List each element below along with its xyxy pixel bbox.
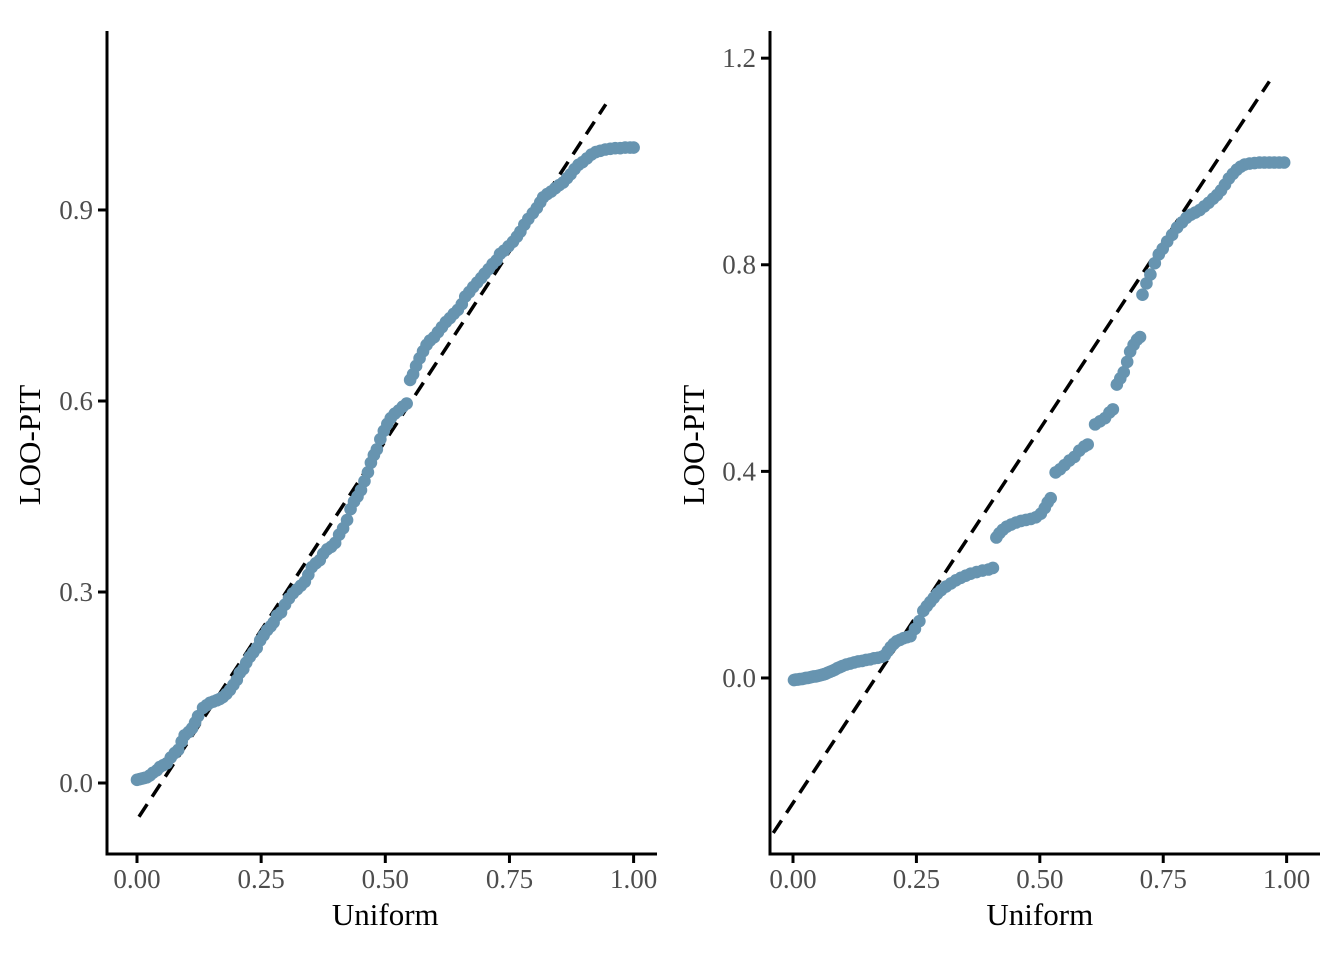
- right-x-axis-title: Uniform: [986, 897, 1093, 932]
- right-data-point: [1120, 355, 1134, 369]
- left-scatter-points: [130, 141, 640, 787]
- right-data-point: [1136, 288, 1149, 302]
- right-x-tick-label: 0.50: [1016, 864, 1063, 894]
- right-reference-line: [771, 80, 1271, 834]
- left-data-point: [340, 513, 354, 527]
- left-y-tick-label: 0.0: [59, 768, 93, 798]
- left-x-tick-label: 0.75: [486, 864, 533, 894]
- left-data-point: [400, 397, 413, 410]
- right-x-tick-label: 1.00: [1263, 864, 1310, 894]
- left-y-tick-label: 0.6: [59, 386, 93, 416]
- right-y-tick-label: 0.0: [722, 663, 756, 693]
- left-y-axis-title: LOO-PIT: [12, 385, 47, 506]
- right-y-axis-title: LOO-PIT: [676, 385, 711, 506]
- left-x-tick-label: 0.25: [238, 864, 285, 894]
- left-y-tick-label: 0.9: [59, 195, 93, 225]
- right-x-tick-label: 0.00: [769, 864, 816, 894]
- right-scatter-points: [787, 156, 1291, 687]
- left-x-tick-label: 0.00: [113, 864, 160, 894]
- left-x-tick-label: 0.50: [362, 864, 409, 894]
- right-data-point: [1277, 156, 1291, 169]
- right-data-point: [1106, 403, 1120, 416]
- right-y-tick-label: 0.4: [722, 456, 756, 486]
- left-y-tick-label: 0.3: [59, 577, 93, 607]
- left-x-tick-label: 1.00: [610, 864, 657, 894]
- left-panel: 0.00 0.25 0.50 0.75 1.00 0.0 0.3 0.6 0.9 Uniform L…: [12, 31, 657, 932]
- left-data-point: [361, 465, 375, 479]
- left-data-point: [370, 443, 384, 456]
- right-y-tick-label: 0.8: [722, 250, 756, 280]
- right-data-point: [1081, 438, 1094, 451]
- right-data-point: [1133, 330, 1147, 344]
- left-data-point: [627, 141, 640, 154]
- right-y-tick-label: 1.2: [722, 43, 756, 73]
- right-data-point: [1144, 268, 1157, 281]
- right-data-point: [1117, 365, 1131, 379]
- right-panel: 0.00 0.25 0.50 0.75 1.00 0.0 0.4 0.8 1.2 Uniform L…: [676, 31, 1320, 932]
- right-data-point: [1044, 491, 1057, 505]
- right-x-tick-label: 0.75: [1140, 864, 1187, 894]
- right-data-point: [986, 561, 1000, 575]
- left-x-axis-title: Uniform: [332, 897, 439, 932]
- right-x-tick-label: 0.25: [893, 864, 940, 894]
- right-data-point: [913, 614, 926, 628]
